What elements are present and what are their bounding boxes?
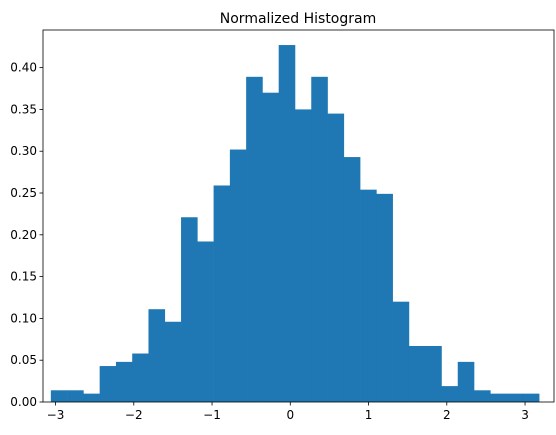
histogram-bar — [99, 366, 117, 402]
plot-frame — [42, 29, 555, 403]
histogram-bar — [425, 345, 442, 402]
y-tick-label: 0.15 — [10, 270, 37, 284]
histogram-bar — [67, 390, 84, 402]
histogram-bar — [229, 149, 247, 402]
histogram-bar — [164, 321, 182, 402]
histogram-bar — [408, 345, 426, 402]
histogram-bar — [474, 390, 491, 402]
x-tick-label: −1 — [203, 408, 221, 422]
y-tick-label: 0.30 — [10, 144, 37, 158]
histogram-bar — [490, 393, 507, 402]
histogram-bar — [132, 353, 149, 402]
histogram-bar — [327, 113, 345, 402]
histogram-bar — [262, 92, 280, 403]
x-axis-ticks: −3 −2 −1 0 1 2 3 — [47, 402, 529, 422]
chart-title: Normalized Histogram — [220, 11, 376, 27]
histogram-bar — [246, 76, 263, 403]
x-tick-label: 3 — [521, 408, 529, 422]
x-tick-label: −3 — [47, 408, 65, 422]
histogram-bar — [522, 393, 540, 402]
histogram-bar — [148, 309, 166, 402]
y-tick-label: 0.35 — [10, 102, 37, 116]
histogram-bar — [457, 361, 475, 402]
histogram-bar — [343, 157, 361, 402]
y-tick-label: 0.10 — [10, 311, 37, 325]
histogram-bar — [376, 193, 393, 402]
x-tick-label: 0 — [286, 408, 294, 422]
histogram-bar — [311, 76, 328, 403]
histogram-bar — [278, 45, 296, 403]
bars-group — [50, 45, 540, 403]
histogram-bar — [197, 241, 214, 402]
histogram-bar — [294, 109, 312, 402]
y-tick-label: 0.05 — [10, 353, 37, 367]
x-tick-label: 2 — [443, 408, 451, 422]
y-axis-ticks: 0.00 0.05 0.10 0.15 0.20 0.25 0.30 0.35 0.40 — [10, 61, 43, 409]
histogram-bar — [360, 189, 377, 402]
histogram-bar — [506, 393, 524, 402]
y-tick-label: 0.25 — [10, 186, 37, 200]
histogram-bar — [392, 301, 410, 402]
histogram-bar — [181, 217, 198, 402]
histogram-bar — [213, 185, 231, 402]
y-tick-label: 0.40 — [10, 61, 37, 75]
y-tick-label: 0.00 — [10, 395, 37, 409]
histogram-bar — [83, 393, 100, 402]
histogram-bar — [115, 361, 133, 402]
x-tick-label: −2 — [125, 408, 143, 422]
histogram-bar — [441, 386, 459, 402]
y-tick-label: 0.20 — [10, 228, 37, 242]
histogram-bar — [50, 390, 68, 402]
x-tick-label: 1 — [365, 408, 373, 422]
